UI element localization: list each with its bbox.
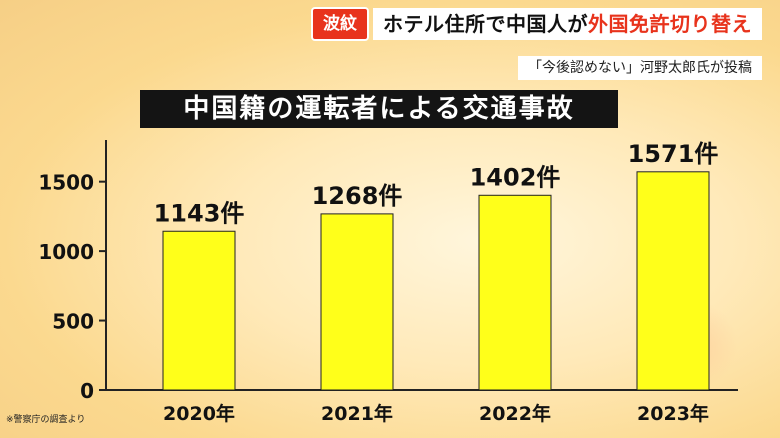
bar xyxy=(320,213,394,391)
bar xyxy=(636,171,710,391)
bar-value-label: 1268件 xyxy=(312,182,403,210)
y-tick-label: 1500 xyxy=(38,171,94,195)
x-category-label: 2021年 xyxy=(321,402,393,425)
topic-badge: 波紋 xyxy=(311,7,369,41)
bar xyxy=(478,194,552,391)
y-tick-label: 0 xyxy=(80,379,94,403)
bar-value-label: 1571件 xyxy=(628,140,719,168)
bar-value-label: 1143件 xyxy=(154,199,245,227)
x-category-label: 2022年 xyxy=(479,402,551,425)
bar xyxy=(162,230,236,391)
source-footnote: ※警察庁の調査より xyxy=(6,415,86,425)
headline-part-1: ホテル住所で中国人が xyxy=(383,12,588,36)
news-headline-bar: 波紋 ホテル住所で中国人が外国免許切り替え xyxy=(311,7,762,41)
x-category-label: 2023年 xyxy=(637,402,709,425)
y-tick-label: 1000 xyxy=(38,240,94,264)
subheadline: 「今後認めない」河野太郎氏が投稿 xyxy=(518,56,762,80)
chart-title: 中国籍の運転者による交通事故 xyxy=(140,90,618,128)
x-category-label: 2020年 xyxy=(163,402,235,425)
bar-value-label: 1402件 xyxy=(470,163,561,191)
y-tick-label: 500 xyxy=(52,310,94,334)
headline: ホテル住所で中国人が外国免許切り替え xyxy=(373,8,762,40)
headline-part-2: 外国免許切り替え xyxy=(588,12,752,36)
